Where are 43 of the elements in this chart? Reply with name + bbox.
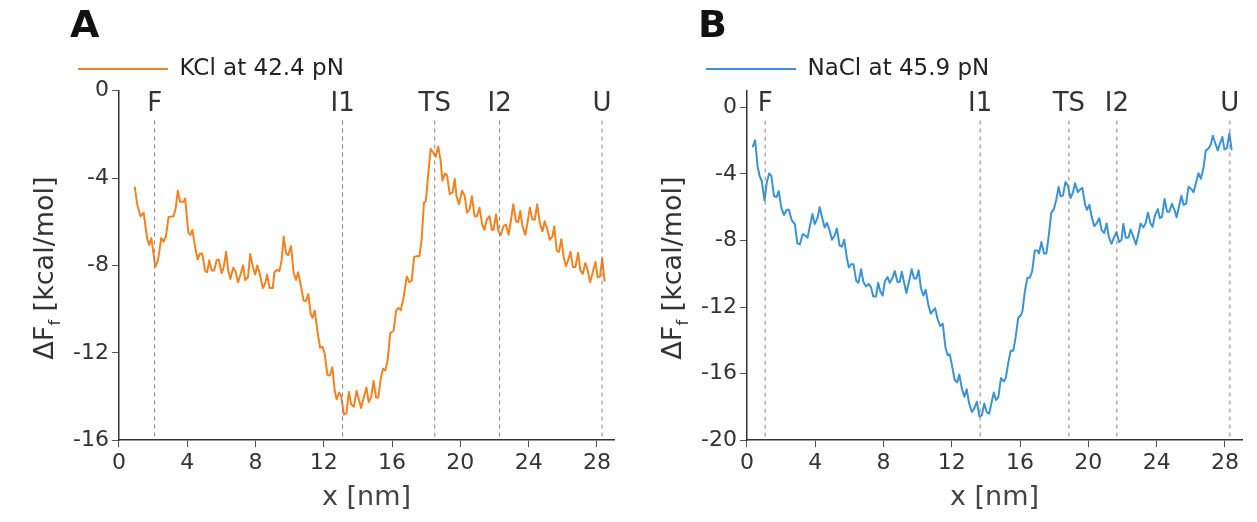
x-tick-label: 20 [1074, 449, 1103, 475]
x-tick-label: 16 [1006, 449, 1035, 475]
y-tick-label: -4 [87, 163, 109, 189]
ref-line-label: I1 [968, 87, 993, 118]
x-axis-title: x [nm] [949, 479, 1039, 511]
y-tick-label: -8 [87, 251, 109, 277]
ref-line-label: TS [417, 87, 451, 118]
chart-title: B [698, 1, 727, 46]
x-tick-label: 8 [876, 449, 891, 475]
ref-line-label: U [1220, 87, 1240, 118]
y-tick-label: 0 [94, 76, 109, 102]
x-tick-label: 20 [446, 449, 475, 475]
x-tick-label: 12 [937, 449, 966, 475]
y-tick-label: -12 [73, 338, 109, 364]
ref-line-label: TS [1051, 87, 1086, 118]
x-tick-label: 24 [514, 449, 543, 475]
x-tick-label: 28 [1210, 449, 1239, 475]
x-tick-label: 4 [808, 449, 823, 475]
ref-line-label: I2 [1104, 87, 1129, 118]
ref-line-label: F [147, 87, 163, 118]
y-tick-label: -20 [701, 425, 737, 451]
ref-line-label: F [757, 87, 773, 118]
x-tick-label: 28 [582, 449, 611, 475]
y-tick-label: -8 [715, 226, 737, 252]
ref-line-label: I2 [487, 87, 512, 118]
legend-label: KCl at 42.4 pN [179, 54, 344, 81]
x-tick-label: 0 [111, 449, 126, 475]
y-tick-label: 0 [722, 92, 737, 118]
x-tick-label: 4 [180, 449, 195, 475]
x-tick-label: 12 [309, 449, 338, 475]
chart-title: A [70, 1, 100, 46]
x-tick-label: 24 [1142, 449, 1171, 475]
legend-label: NaCl at 45.9 pN [807, 54, 990, 81]
ref-line-label: U [592, 87, 612, 118]
x-axis-title: x [nm] [321, 479, 411, 511]
y-tick-label: -16 [701, 359, 737, 385]
y-tick-label: -4 [715, 159, 737, 185]
y-tick-label: -16 [73, 425, 109, 451]
ref-line-label: I1 [330, 87, 355, 118]
y-tick-label: -12 [701, 292, 737, 318]
x-tick-label: 8 [248, 449, 263, 475]
x-tick-label: 0 [739, 449, 754, 475]
x-tick-label: 16 [378, 449, 407, 475]
